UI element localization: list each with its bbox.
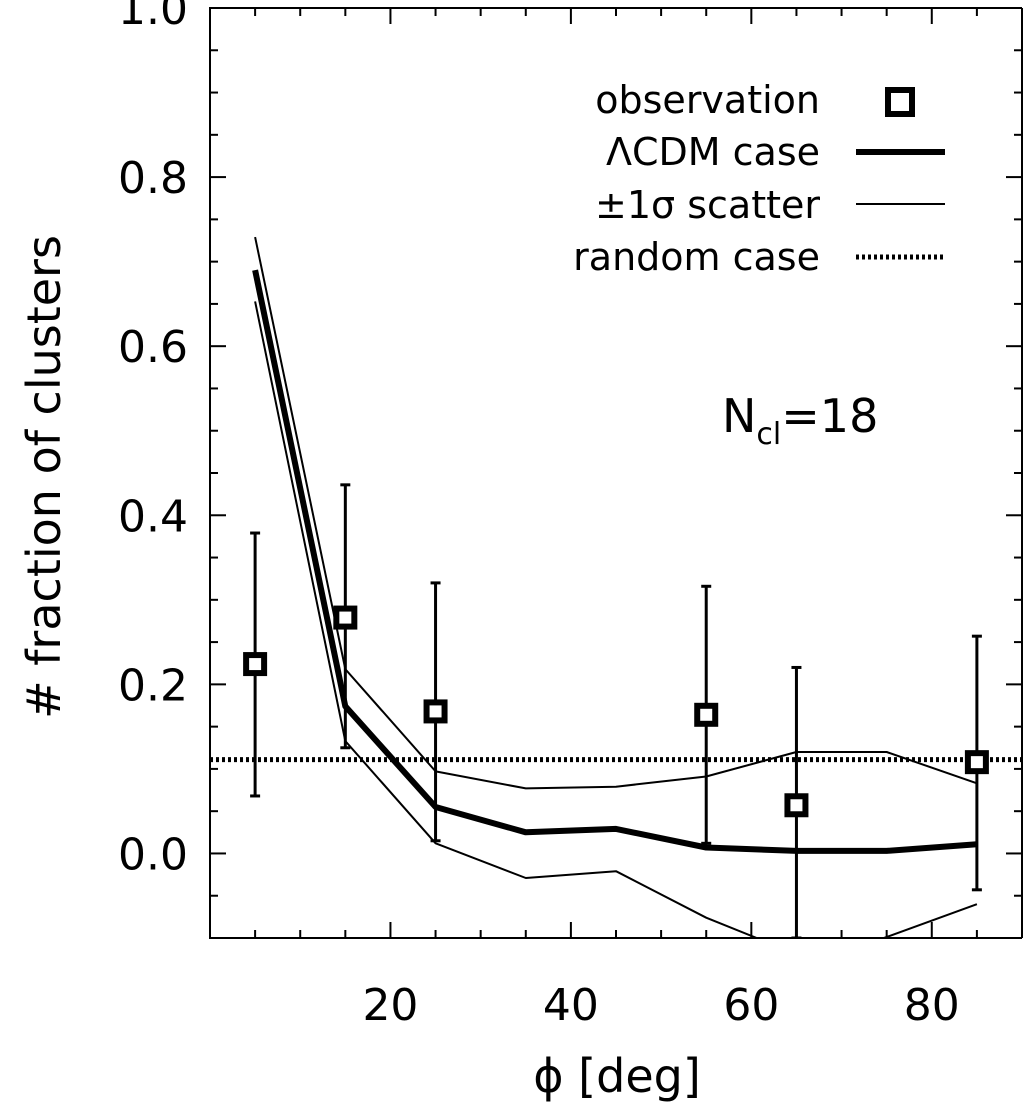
- x-tick-label: 20: [362, 980, 418, 1031]
- x-tick-label: 80: [904, 980, 960, 1031]
- tick-labels: 20 40 60 80 0.0 0.2 0.4 0.6 0.8 1.0: [118, 0, 960, 1031]
- observation-point: [243, 652, 268, 677]
- lcdm-line: [252, 269, 978, 854]
- cluster-count-annotation: Ncl=18: [722, 389, 878, 452]
- scatter-line-2: [254, 301, 978, 938]
- legend-label-lcdm: ΛCDM case: [606, 130, 820, 174]
- plot-content: [210, 236, 1022, 938]
- legend-label-random: random case: [573, 235, 820, 279]
- observation-point: [694, 702, 719, 727]
- axes: [209, 7, 1023, 939]
- annotation-main: N: [722, 389, 756, 443]
- annotation-subscript: cl: [756, 417, 781, 452]
- legend: observation ΛCDM case ±1σ scatter random…: [573, 78, 945, 279]
- y-axis-title: # fraction of clusters: [17, 235, 71, 719]
- legend-label-observation: observation: [595, 78, 820, 122]
- observation-point: [784, 793, 809, 818]
- y-tick-label: 0.2: [118, 660, 188, 711]
- legend-marker-observation: [885, 87, 915, 117]
- y-tick-label: 0.8: [118, 153, 188, 204]
- observation-point: [423, 699, 448, 724]
- x-tick-label: 60: [723, 980, 779, 1031]
- y-tick-label: 0.6: [118, 322, 188, 373]
- x-axis-title: ϕ [deg]: [533, 1049, 701, 1103]
- observation-point: [333, 605, 358, 630]
- observation-point: [964, 750, 989, 775]
- x-tick-label: 40: [543, 980, 599, 1031]
- y-tick-label: 0.4: [118, 491, 188, 542]
- legend-label-scatter: ±1σ scatter: [595, 183, 820, 227]
- y-tick-label: 1.0: [118, 0, 188, 35]
- annotation-value: =18: [781, 389, 878, 443]
- y-tick-label: 0.0: [118, 829, 188, 880]
- scatter-line-1: [254, 236, 978, 790]
